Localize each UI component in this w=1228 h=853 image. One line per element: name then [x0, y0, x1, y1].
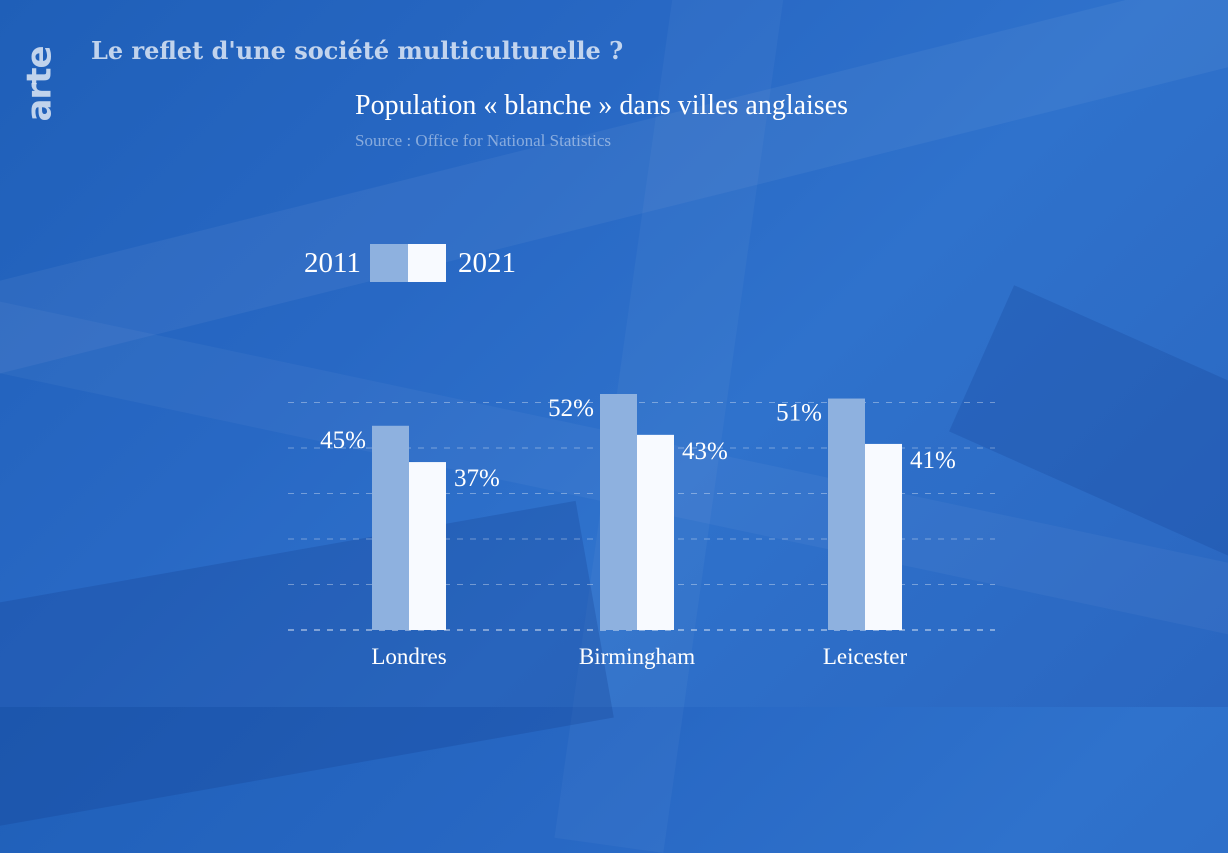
data-label-2021: 41%	[910, 447, 956, 474]
category-label: Leicester	[823, 644, 908, 669]
bar-2011	[828, 398, 865, 630]
category-label: Londres	[371, 644, 446, 669]
data-label-2021: 43%	[682, 438, 728, 465]
legend-label-2021: 2021	[458, 247, 516, 279]
data-label-2011: 52%	[548, 395, 594, 422]
data-label-2021: 37%	[454, 465, 500, 492]
legend-swatch-2011	[370, 244, 408, 282]
chart-source: Source : Office for National Statistics	[355, 131, 612, 150]
chart-title: Population « blanche » dans villes angla…	[355, 90, 849, 121]
data-label-2011: 51%	[776, 400, 822, 427]
page-title: Le reflet d'une société multiculturelle …	[91, 36, 624, 65]
bar-2011	[372, 425, 409, 630]
bar-2021	[409, 462, 446, 630]
category-label: Birmingham	[579, 644, 695, 669]
bar-2021	[637, 434, 674, 630]
bar-2011	[600, 394, 637, 630]
bar-2021	[865, 443, 902, 630]
bar-chart: 45% 37% Londres 52% 43% Birmingham 51% 41% Leice…	[320, 394, 956, 669]
legend-label-2011: 2011	[304, 247, 361, 279]
legend-swatch-2021	[408, 244, 446, 282]
data-label-2011: 45%	[320, 427, 366, 454]
